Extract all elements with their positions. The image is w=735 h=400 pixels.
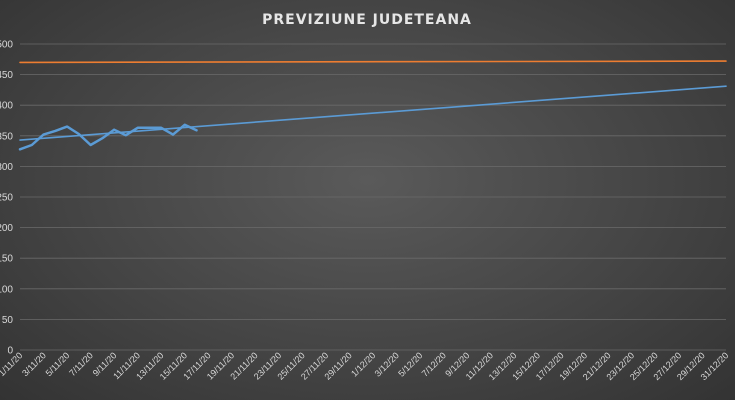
- y-tick-label: 350: [0, 131, 13, 142]
- series-line-3: [19, 60, 727, 64]
- series-line-2: [19, 85, 727, 141]
- x-tick-label: 7/11/20: [67, 350, 95, 378]
- y-tick-label: 150: [0, 254, 13, 265]
- y-tick-label: 0: [7, 346, 13, 357]
- y-tick-label: 450: [0, 70, 13, 81]
- x-tick-label: 3/12/20: [373, 350, 401, 378]
- y-tick-label: 250: [0, 193, 13, 204]
- x-tick-label: 7/12/20: [420, 350, 448, 378]
- y-axis-ticks: 0 50 100 150 200 250 300 350 400 450 500: [0, 40, 13, 357]
- y-tick-label: 500: [0, 40, 13, 51]
- x-tick-label: 1/12/20: [349, 350, 377, 378]
- y-tick-label: 100: [0, 284, 13, 295]
- y-tick-label: 400: [0, 101, 13, 112]
- series-lines: [18, 60, 727, 151]
- x-tick-label: 5/11/20: [44, 350, 72, 378]
- x-tick-label: 3/11/20: [20, 350, 48, 378]
- y-tick-label: 300: [0, 162, 13, 173]
- x-tick-label: 1/11/20: [0, 350, 24, 378]
- gridlines: [20, 43, 726, 351]
- x-tick-label: 5/12/20: [396, 350, 424, 378]
- chart-title: PREVIZIUNE JUDETEANA: [262, 12, 472, 28]
- y-tick-label: 200: [0, 223, 13, 234]
- y-tick-label: 50: [2, 315, 14, 326]
- x-axis-ticks: 1/11/203/11/205/11/207/11/209/11/2011/11…: [0, 350, 730, 382]
